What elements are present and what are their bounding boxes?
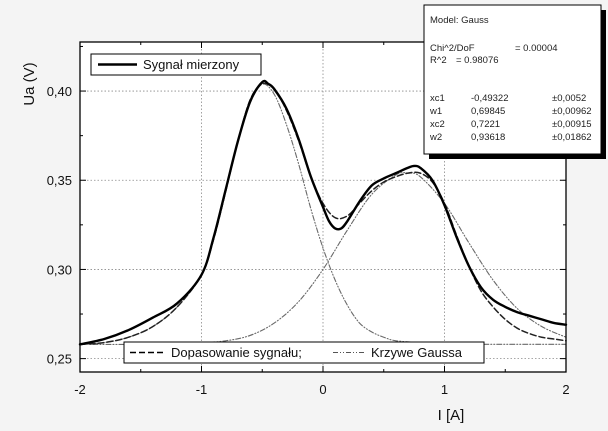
fit-param-name: xc1 bbox=[430, 93, 445, 104]
legend-top-frame bbox=[90, 53, 262, 76]
y-axis-title: Ua (V) bbox=[21, 62, 38, 105]
y-tick-label: 0,25 bbox=[47, 352, 72, 367]
legend-fit-label: Dopasowanie sygnału; bbox=[171, 345, 302, 360]
fit-param-value: 0,7221 bbox=[471, 119, 500, 130]
fit-r2-value: = 0.98076 bbox=[456, 55, 499, 66]
fit-chi-label: Chi^2/DoF bbox=[430, 43, 475, 54]
fit-param-error: ±0,00962 bbox=[552, 106, 592, 117]
fit-param-error: ±0,01862 bbox=[552, 132, 592, 143]
legend-bottom: Dopasowanie sygnału; Krzywe Gaussa bbox=[123, 341, 485, 364]
x-tick-label: 2 bbox=[562, 382, 569, 397]
legend-top: Sygnał mierzony bbox=[90, 53, 262, 76]
x-tick-label: -2 bbox=[74, 382, 86, 397]
x-axis-title: I [A] bbox=[438, 407, 465, 424]
fit-param-value: -0,49322 bbox=[471, 93, 509, 104]
x-tick-label: -1 bbox=[196, 382, 208, 397]
legend-gauss-label: Krzywe Gaussa bbox=[371, 345, 463, 360]
series-line-1 bbox=[78, 79, 568, 346]
series-line-4 bbox=[79, 171, 567, 346]
y-tick-label: 0,35 bbox=[47, 173, 72, 188]
fit-results-panel bbox=[423, 4, 602, 155]
fit-param-error: ±0,0052 bbox=[552, 93, 586, 104]
fit-param-value: 0,93618 bbox=[471, 132, 505, 143]
x-tick-label: 0 bbox=[319, 382, 326, 397]
fit-results-box: Model: Gauss Chi^2/DoF = 0.00004 R^2 = 0… bbox=[423, 4, 606, 159]
fit-param-value: 0,69845 bbox=[471, 106, 505, 117]
y-tick-label: 0,40 bbox=[47, 84, 72, 99]
fit-chi-value: = 0.00004 bbox=[515, 43, 558, 54]
fit-param-name: xc2 bbox=[430, 119, 445, 130]
legend-measured-label: Sygnał mierzony bbox=[143, 57, 240, 72]
legend-bottom-frame bbox=[123, 341, 485, 364]
x-tick-label: 1 bbox=[441, 382, 448, 397]
fit-param-name: w1 bbox=[429, 106, 442, 117]
y-tick-label: 0,30 bbox=[47, 262, 72, 277]
fit-param-name: w2 bbox=[429, 132, 442, 143]
fit-model-title: Model: Gauss bbox=[430, 15, 489, 26]
fit-param-error: ±0,00915 bbox=[552, 119, 592, 130]
fit-r2-label: R^2 bbox=[430, 55, 447, 66]
